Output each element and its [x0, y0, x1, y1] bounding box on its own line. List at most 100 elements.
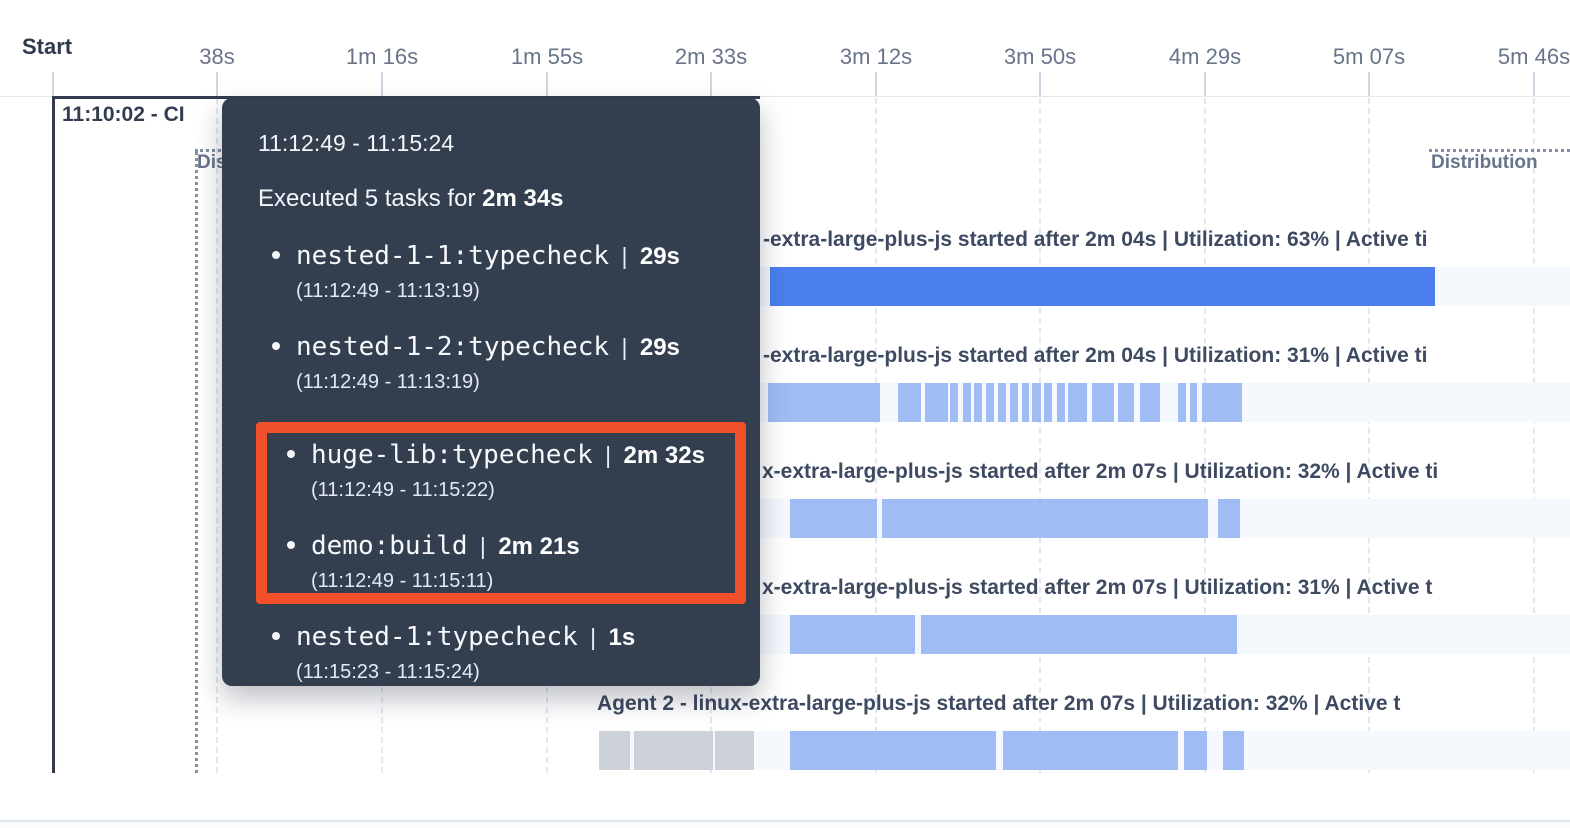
agent-task-bar[interactable] [1223, 731, 1244, 770]
agent-task-bar[interactable] [1057, 383, 1065, 422]
grid-line [1533, 98, 1535, 773]
agent-task-bar[interactable] [974, 383, 982, 422]
agent-task-bar[interactable] [1068, 383, 1087, 422]
task-main-line: huge-lib:typecheck | 2m 32s [311, 439, 705, 471]
agent-task-bar[interactable] [1184, 731, 1207, 770]
agent-task-bar[interactable] [1022, 383, 1029, 422]
axis-start-label: Start [22, 34, 73, 59]
agent-row-label: -extra-large-plus-js started after 2m 04… [763, 344, 1428, 367]
task-duration: 2m 21s [498, 533, 580, 560]
agent-task-bar[interactable] [898, 383, 921, 422]
agent-task-bar[interactable] [963, 383, 971, 422]
axis-baseline [0, 96, 1570, 97]
task-separator: | [473, 533, 493, 559]
tooltip-summary-text: Executed 5 tasks for [258, 185, 483, 212]
agent-task-bar[interactable] [634, 731, 713, 770]
agent-task-bar[interactable] [1032, 383, 1041, 422]
axis-tick-mark [546, 72, 548, 96]
agent-task-bar[interactable] [715, 731, 754, 770]
axis-tick-label: 1m 55s [510, 44, 584, 69]
agent-task-bar[interactable] [1118, 383, 1134, 422]
agent-task-bar[interactable] [925, 383, 948, 422]
distribution-box-left-border [195, 152, 198, 773]
agent-task-bar[interactable] [986, 383, 994, 422]
agent-task-bar[interactable] [1044, 383, 1052, 422]
tooltip-summary-duration: 2m 34s [482, 185, 564, 212]
agent-task-bar[interactable] [921, 615, 1237, 654]
pipeline-span-left-border [52, 96, 55, 773]
axis-tick-mark [1368, 72, 1370, 96]
axis-tick-label: 1m 16s [345, 44, 419, 69]
grid-line [216, 98, 218, 773]
task-separator: | [583, 624, 603, 650]
task-separator: | [615, 243, 634, 269]
agent-task-bar[interactable] [790, 615, 915, 654]
task-text: huge-lib:typecheck | 2m 32s (11:12:49 - 1… [311, 439, 705, 502]
agent-row-label: x-extra-large-plus-js started after 2m 0… [762, 576, 1433, 599]
agent-task-bar[interactable] [790, 731, 996, 770]
grid-line [1368, 98, 1370, 773]
axis-tick-mark [52, 72, 54, 96]
task-text: nested-1:typecheck | 1s (11:15:23 - 11:15… [296, 621, 635, 684]
agent-task-bar[interactable] [1003, 731, 1178, 770]
task-time-range: (11:12:49 - 11:13:19) [296, 371, 480, 393]
task-duration: 29s [639, 334, 680, 361]
task-main-line: nested-1:typecheck | 1s [296, 621, 635, 653]
tooltip-summary: Executed 5 tasks for 2m 34s [258, 184, 734, 214]
task-text: demo:build | 2m 21s (11:12:49 - 11:15:11) [311, 530, 580, 593]
axis-tick-mark [710, 72, 712, 96]
agent-task-bar[interactable] [768, 383, 880, 422]
tooltip-task-list: nested-1-1:typecheck | 29s (11:12:49 - 11… [256, 240, 746, 684]
task-duration: 29s [639, 243, 680, 270]
agent-row-label: -extra-large-plus-js started after 2m 04… [763, 228, 1428, 251]
task-name: nested-1-1:typecheck [296, 241, 610, 271]
task-name: huge-lib:typecheck [311, 440, 593, 470]
axis-tick-label: 4m 29s [1168, 44, 1242, 69]
task-name: demo:build [311, 531, 468, 561]
agent-task-bar[interactable] [1202, 383, 1242, 422]
bullet-icon [272, 251, 280, 259]
grid-line [1204, 98, 1206, 773]
tooltip-task-item: nested-1:typecheck | 1s (11:15:23 - 11:15… [258, 621, 734, 684]
task-duration: 1s [608, 624, 636, 651]
axis-tick-mark [381, 72, 383, 96]
axis-tick-mark [216, 72, 218, 96]
axis-tick-mark [1204, 72, 1206, 96]
agent-task-bar[interactable] [1010, 383, 1018, 422]
distribution-box-top-border [1429, 149, 1570, 152]
agent-task-bar[interactable] [998, 383, 1006, 422]
task-time-range: (11:12:49 - 11:13:19) [296, 280, 480, 302]
agent-task-bar[interactable] [1178, 383, 1186, 422]
agent-task-bar[interactable] [1190, 383, 1197, 422]
agent-task-bar[interactable] [770, 267, 1435, 306]
axis-tick-label: 5m 46s [1497, 44, 1570, 69]
agent-task-bar[interactable] [882, 499, 1208, 538]
axis-tick-mark [875, 72, 877, 96]
pipeline-span-label: 11:10:02 - CI [62, 103, 185, 126]
tooltip-task-item: demo:build | 2m 21s (11:12:49 - 11:15:11) [273, 530, 735, 593]
axis-tick-mark [1533, 72, 1535, 96]
agent-task-bar[interactable] [1092, 383, 1114, 422]
task-text: nested-1-2:typecheck | 29s (11:12:49 - 11… [296, 331, 680, 394]
agent-task-bar[interactable] [1140, 383, 1160, 422]
bullet-icon [287, 541, 295, 549]
tooltip-task-item: nested-1-1:typecheck | 29s (11:12:49 - 11… [258, 240, 734, 303]
agent-task-bar[interactable] [599, 731, 630, 770]
agent-task-bar[interactable] [950, 383, 958, 422]
task-time-range: (11:12:49 - 11:15:22) [311, 479, 495, 501]
axis-tick-label: 3m 50s [1003, 44, 1077, 69]
grid-line [875, 98, 877, 773]
task-text: nested-1-1:typecheck | 29s (11:12:49 - 11… [296, 240, 680, 303]
task-tooltip: 11:12:49 - 11:15:24 Executed 5 tasks for… [222, 98, 760, 686]
task-name: nested-1-2:typecheck [296, 332, 610, 362]
agent-row-label: x-extra-large-plus-js started after 2m 0… [762, 460, 1439, 483]
axis-tick-label: 5m 07s [1332, 44, 1406, 69]
bottom-band [0, 822, 1570, 828]
bullet-icon [272, 632, 280, 640]
bullet-icon [272, 342, 280, 350]
agent-task-bar[interactable] [790, 499, 877, 538]
task-separator: | [615, 334, 634, 360]
tooltip-task-item: nested-1-2:typecheck | 29s (11:12:49 - 11… [258, 331, 734, 394]
grid-line [1039, 98, 1041, 773]
agent-task-bar[interactable] [1218, 499, 1240, 538]
